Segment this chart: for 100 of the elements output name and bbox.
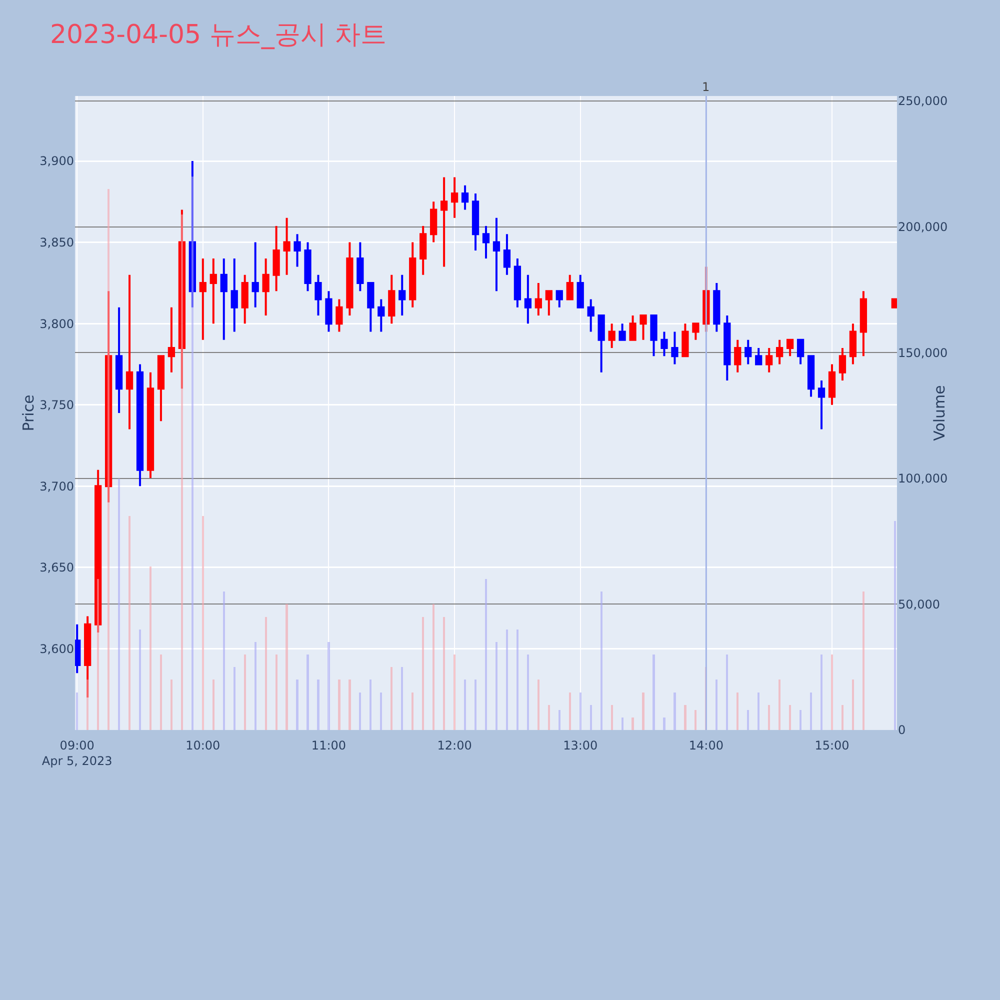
x-tick-label: 12:00 [437,738,472,752]
candlestick [724,314,731,382]
candlestick [294,233,301,268]
candlestick [776,338,784,366]
bar [862,592,864,730]
candlestick [640,314,647,341]
x-tick-label: 10:00 [186,738,220,752]
candlestick [398,274,406,316]
candlestick [168,306,176,374]
bar [202,516,204,730]
bar [558,710,560,730]
candlestick [608,322,616,349]
candlestick [566,274,574,300]
y-tick-label: 3,600 [40,642,74,656]
candlestick [514,258,522,308]
candlestick [818,379,826,430]
bar [474,680,477,730]
candlestick [766,346,773,374]
candlestick [157,355,165,422]
bar [579,692,582,730]
bar [212,680,214,730]
candlestick [241,274,248,325]
candlestick [325,290,332,333]
candlestick [115,306,123,414]
candlestick [126,274,134,430]
bar [516,629,518,730]
bar [464,680,466,730]
bar [390,667,393,730]
bar [306,654,309,730]
y-tick-label: 3,850 [40,236,74,250]
bar [568,692,571,730]
candlestick [556,290,563,308]
candlestick [230,258,238,333]
candlestick [891,298,897,308]
chart-title: 2023-04-05 뉴스_공시 차트 [50,20,387,50]
candlestick [482,225,490,260]
bar [621,717,624,730]
x-tick-label: 15:00 [814,738,850,752]
bar [244,654,246,730]
y2-tick-label: 50,000 [898,597,940,612]
x-tick-label: 09:00 Apr 5, 2023 [42,738,112,768]
candlestick [650,314,658,358]
bar [820,654,823,730]
bar [894,521,896,730]
bar [454,654,456,730]
bar [590,704,592,730]
bar [222,592,225,730]
y-tick-label: 3,750 [40,398,74,412]
bar [652,654,655,730]
bar [716,680,718,730]
candlestick [262,258,270,316]
candlestick [671,330,678,366]
candlestick [629,314,636,341]
bar [254,642,256,730]
bar [484,579,488,730]
candlestick [598,314,605,374]
candlestick [409,241,416,308]
bar [526,654,529,730]
candlestick [136,363,144,488]
ref-line-label: 1 [702,80,710,94]
bar [118,478,120,730]
candlestick [545,290,552,316]
y2-tick-label: 100,000 [898,472,948,486]
candlestick [796,338,804,366]
bar [128,516,131,730]
candlestick [860,290,868,358]
bar [674,692,676,730]
candlestick [587,298,594,333]
candlestick [828,363,836,406]
candlestick [430,200,438,244]
candlestick [660,330,668,358]
bar [264,616,267,730]
y-axis-title: Price [20,394,38,432]
bar [149,566,152,730]
candlestick [576,274,584,308]
bar [370,680,372,730]
bar [412,692,414,730]
bar [233,667,236,730]
x-tick-label: 14:00 [688,738,724,752]
candlestick [838,346,846,382]
bar [86,680,89,730]
candlestick [220,258,228,341]
candlestick [461,184,469,211]
bar [830,654,834,730]
y2-axis-title: Volume [930,385,948,441]
bar [747,710,750,730]
candlestick [744,338,752,366]
bar [768,704,770,730]
bar [852,680,854,730]
y-tick-label: 3,700 [40,479,74,494]
bar [537,680,540,730]
candlestick [492,216,500,292]
candlestick [420,225,427,276]
bar [359,692,362,730]
y-tick-label: 3,900 [40,154,74,168]
candlestick [314,274,322,316]
bar [286,604,288,730]
y2-tick-label: 200,000 [898,220,948,234]
bar [632,717,634,730]
bar [799,710,802,730]
